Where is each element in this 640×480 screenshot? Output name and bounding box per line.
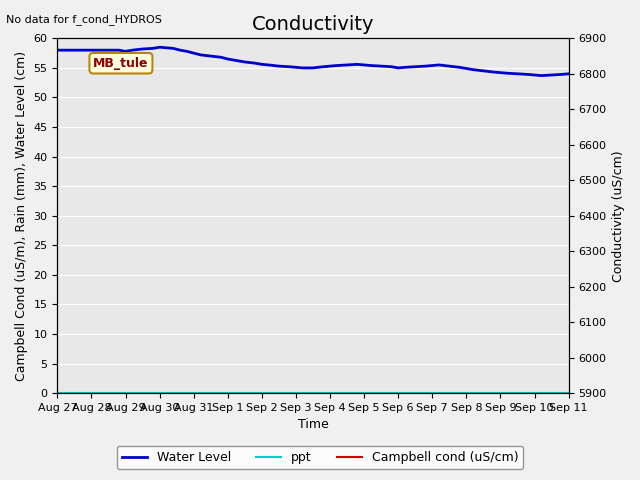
Water Level [564, 71, 572, 77]
Water Level [309, 65, 317, 71]
Text: No data for f_cond_HYDROS: No data for f_cond_HYDROS [6, 14, 163, 25]
Water Level [95, 47, 102, 53]
Water Level [54, 47, 61, 53]
Water Level [156, 44, 163, 50]
Y-axis label: Conductivity (uS/cm): Conductivity (uS/cm) [612, 150, 625, 282]
X-axis label: Time: Time [298, 419, 328, 432]
Water Level [163, 45, 170, 51]
Text: MB_tule: MB_tule [93, 57, 148, 70]
Legend: Water Level, ppt, Campbell cond (uS/cm): Water Level, ppt, Campbell cond (uS/cm) [116, 446, 524, 469]
Y-axis label: Campbell Cond (uS/m), Rain (mm), Water Level (cm): Campbell Cond (uS/m), Rain (mm), Water L… [15, 51, 28, 381]
Line: Water Level: Water Level [58, 47, 568, 75]
Water Level [190, 50, 198, 56]
Water Level [538, 72, 545, 78]
Water Level [504, 71, 511, 76]
Water Level [367, 63, 375, 69]
Title: Conductivity: Conductivity [252, 15, 374, 34]
